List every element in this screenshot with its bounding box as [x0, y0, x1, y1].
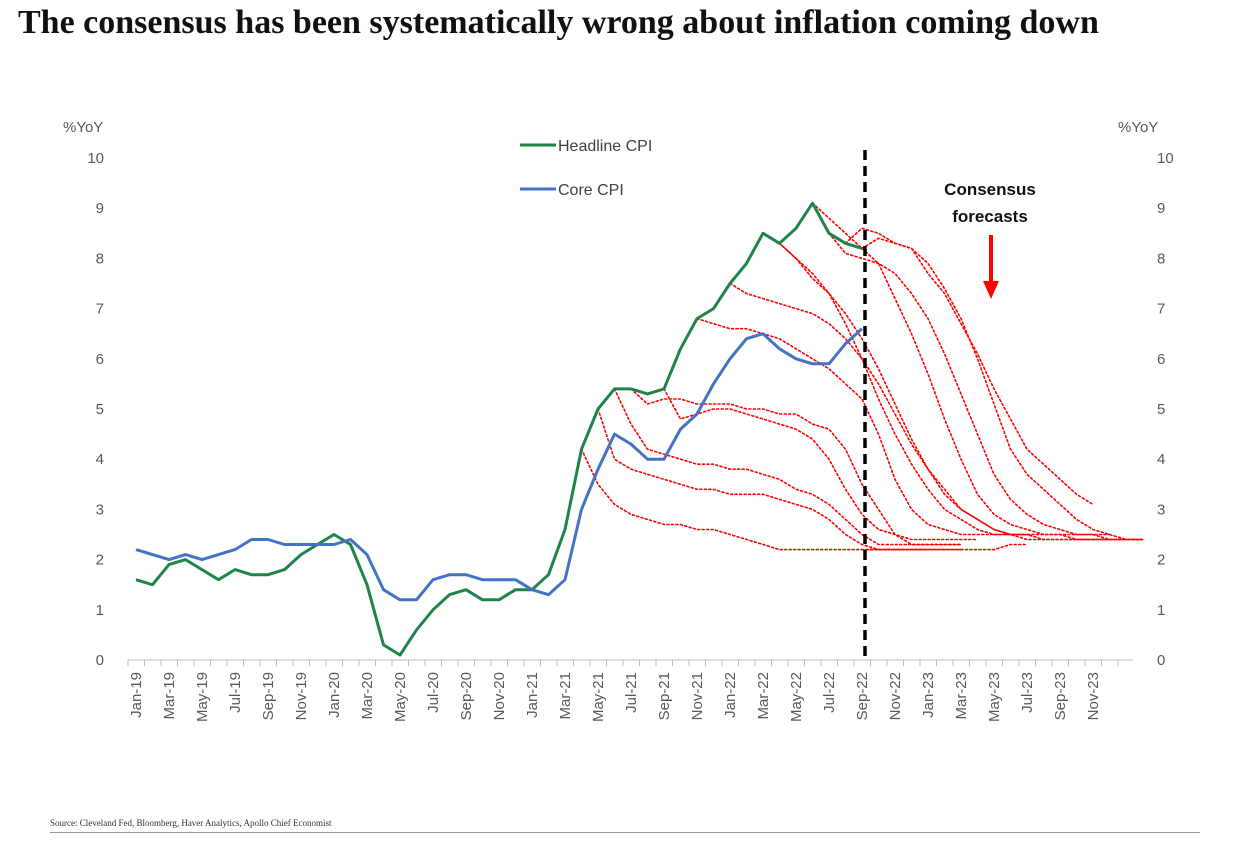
y-axis-right-label: %YoY	[1118, 119, 1158, 136]
y-tick-right: 7	[1157, 301, 1165, 318]
annotation-arrow-head	[983, 281, 999, 299]
x-tick-label: Mar-22	[755, 672, 772, 720]
y-tick-right: 6	[1157, 351, 1165, 368]
y-tick-right: 8	[1157, 250, 1165, 267]
headline-cpi-line	[135, 201, 863, 657]
legend: Headline CPI Core CPI	[520, 138, 652, 199]
x-tick-label: Jan-22	[722, 672, 739, 718]
x-tick-label: Jan-20	[326, 672, 343, 718]
x-tick-label: Sep-20	[458, 672, 475, 720]
y-tick-left: 1	[96, 602, 104, 619]
x-tick-label: May-21	[590, 672, 607, 722]
forecast-line	[696, 317, 1028, 536]
forecast-line	[861, 543, 1028, 551]
forecast-line	[613, 388, 962, 546]
x-tick-label: Jul-21	[623, 672, 640, 713]
y-tick-right: 1	[1157, 602, 1165, 619]
annotation-line-2: forecasts	[952, 207, 1028, 226]
forecast-line	[663, 388, 979, 541]
y-tick-right: 3	[1157, 501, 1165, 518]
y-tick-left: 2	[96, 552, 104, 569]
x-tick-label: Nov-22	[887, 672, 904, 720]
y-tick-left: 10	[87, 150, 104, 167]
forecast-line	[580, 448, 929, 551]
y-tick-left: 6	[96, 351, 104, 368]
forecast-lines	[580, 202, 1144, 551]
x-axis: Jan-19 Mar-19 May-19 Jul-19 Sep-19 Nov-19 Jan-…	[127, 659, 1133, 722]
x-tick-label: Jul-20	[425, 672, 442, 713]
y-tick-left: 3	[96, 501, 104, 518]
x-tick-label: Jul-23	[1019, 672, 1036, 713]
annotation-line-1: Consensus	[944, 180, 1036, 199]
y-axis-left-label: %YoY	[63, 119, 103, 136]
x-tick-label: Sep-19	[260, 672, 277, 720]
y-tick-left: 7	[96, 301, 104, 318]
y-tick-left: 4	[96, 451, 104, 468]
forecast-line	[828, 232, 1144, 541]
x-tick-label: Sep-21	[656, 672, 673, 720]
x-tick-label: Nov-23	[1085, 672, 1102, 720]
x-tick-label: Mar-23	[953, 672, 970, 720]
x-tick-label: Jan-23	[920, 672, 937, 718]
y-tick-right: 4	[1157, 451, 1165, 468]
y-tick-right: 10	[1157, 150, 1174, 167]
core-cpi-line	[135, 327, 864, 602]
x-tick-label: May-20	[392, 672, 409, 722]
x-tick-label: Mar-21	[557, 672, 574, 720]
y-tick-right: 0	[1157, 652, 1165, 669]
y-tick-left: 8	[96, 250, 104, 267]
source-divider	[50, 832, 1200, 833]
x-tick-label: Sep-23	[1052, 672, 1069, 720]
y-tick-right: 2	[1157, 552, 1165, 569]
forecast-line	[861, 237, 1094, 506]
y-tick-left: 9	[96, 200, 104, 217]
y-tick-right: 5	[1157, 401, 1165, 418]
forecast-line	[778, 242, 1127, 541]
x-tick-label: Mar-19	[161, 672, 178, 720]
page-title: The consensus has been systematically wr…	[18, 4, 1099, 41]
forecast-line	[844, 227, 1144, 541]
y-tick-left: 0	[96, 652, 104, 669]
x-tick-label: Jan-19	[128, 672, 145, 718]
series-lines	[135, 201, 864, 657]
x-tick-label: Jul-22	[821, 672, 838, 713]
y-tick-left: 5	[96, 401, 104, 418]
x-tick-label: May-19	[194, 672, 211, 722]
y-axis-left: 0 1 2 3 4 5 6 7 8 9 10	[87, 150, 104, 669]
x-tick-label: Jul-19	[227, 672, 244, 713]
x-tick-label: May-22	[788, 672, 805, 722]
forecast-line	[811, 202, 1144, 541]
forecast-line	[630, 388, 962, 546]
x-tick-label: May-23	[986, 672, 1003, 722]
legend-label-headline: Headline CPI	[558, 138, 652, 155]
forecast-line	[597, 408, 962, 551]
legend-label-core: Core CPI	[558, 182, 624, 199]
source-note: Source: Cleveland Fed, Bloomberg, Haver …	[50, 818, 332, 828]
x-tick-label: Jan-21	[524, 672, 541, 718]
x-tick-label: Sep-22	[854, 672, 871, 720]
y-tick-right: 9	[1157, 200, 1165, 217]
consensus-annotation: Consensus forecasts	[944, 180, 1036, 299]
x-tick-label: Nov-19	[293, 672, 310, 720]
x-tick-label: Nov-20	[491, 672, 508, 720]
y-axis-right: 0 1 2 3 4 5 6 7 8 9 10	[1157, 150, 1174, 669]
x-tick-label: Mar-20	[359, 672, 376, 720]
x-tick-label: Nov-21	[689, 672, 706, 720]
